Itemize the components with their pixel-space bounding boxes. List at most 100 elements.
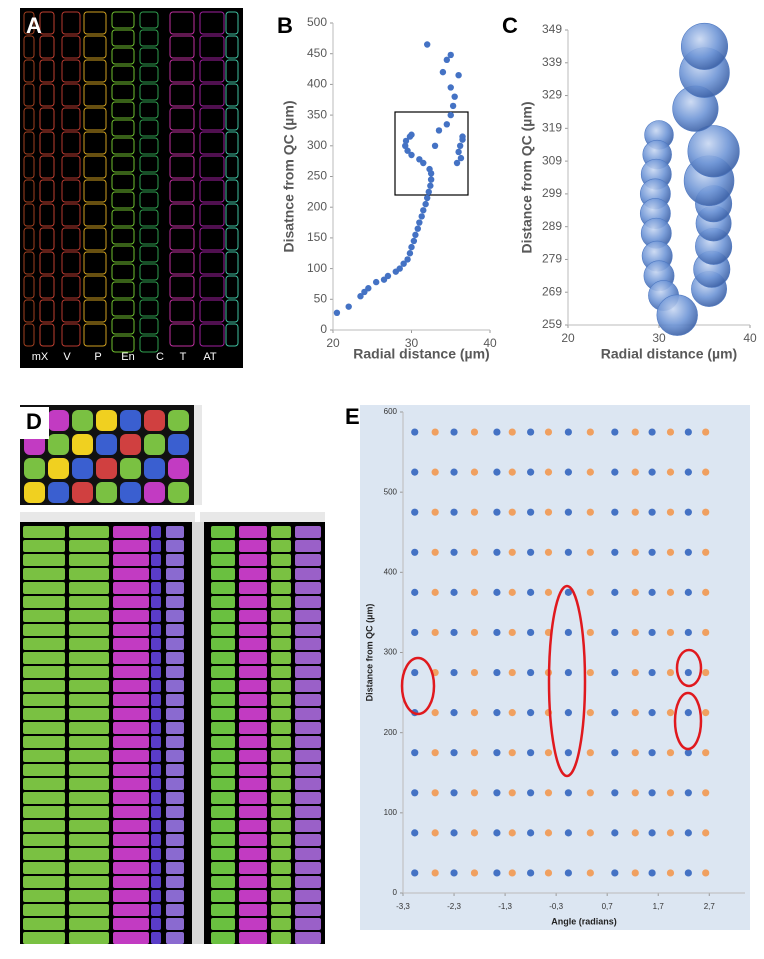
cell bbox=[151, 862, 161, 874]
panel-label: B bbox=[277, 13, 293, 38]
point bbox=[424, 194, 431, 202]
highlight-ellipse bbox=[675, 648, 703, 688]
cell-outline bbox=[111, 281, 135, 299]
point bbox=[702, 869, 710, 877]
cell bbox=[168, 410, 189, 431]
cell bbox=[113, 582, 149, 594]
cell-outline bbox=[111, 227, 135, 245]
cell-outline bbox=[169, 275, 195, 299]
cell bbox=[295, 862, 321, 874]
point bbox=[431, 628, 439, 637]
cell bbox=[239, 666, 267, 678]
cell bbox=[239, 694, 267, 706]
highlight-ellipse bbox=[547, 584, 587, 778]
point bbox=[702, 428, 710, 436]
cell bbox=[23, 526, 65, 538]
cell bbox=[113, 806, 149, 818]
cell bbox=[295, 568, 321, 580]
cell bbox=[211, 638, 235, 650]
cell bbox=[23, 932, 65, 944]
cell-outline bbox=[225, 59, 239, 83]
cell-outline bbox=[61, 131, 81, 155]
point bbox=[400, 260, 407, 267]
point bbox=[414, 225, 421, 232]
cell bbox=[295, 526, 321, 538]
cell-outline bbox=[225, 11, 239, 35]
bubble bbox=[656, 294, 698, 336]
point bbox=[666, 749, 675, 757]
cell bbox=[271, 568, 291, 580]
y-tick-label: 259 bbox=[542, 317, 562, 331]
cell bbox=[239, 568, 267, 580]
point bbox=[611, 789, 619, 797]
cell bbox=[120, 482, 141, 503]
cell bbox=[69, 652, 109, 664]
point bbox=[493, 628, 501, 637]
cell bbox=[211, 876, 235, 888]
point bbox=[631, 709, 639, 717]
point bbox=[527, 869, 535, 877]
point bbox=[453, 159, 461, 167]
cell bbox=[166, 848, 184, 860]
cell bbox=[295, 904, 321, 916]
zoom-box bbox=[394, 111, 469, 196]
point bbox=[418, 213, 425, 220]
cell bbox=[166, 764, 184, 776]
panel-label: C bbox=[502, 13, 518, 38]
cell bbox=[69, 582, 109, 594]
cell-outline bbox=[61, 155, 81, 179]
cell bbox=[239, 848, 267, 860]
point bbox=[666, 829, 675, 837]
cell bbox=[295, 582, 321, 594]
cell-outline bbox=[23, 131, 35, 155]
point bbox=[450, 829, 458, 837]
point bbox=[648, 789, 656, 797]
point bbox=[402, 142, 409, 149]
cell-outline bbox=[39, 323, 55, 347]
cell-outline bbox=[139, 317, 159, 335]
cell-outline bbox=[225, 323, 239, 347]
cell-outline bbox=[61, 35, 81, 59]
cell-outline bbox=[39, 35, 55, 59]
cell bbox=[271, 904, 291, 916]
cell bbox=[69, 666, 109, 678]
point bbox=[611, 869, 619, 877]
cell-outline bbox=[169, 59, 195, 83]
point bbox=[431, 548, 439, 556]
cell bbox=[271, 890, 291, 902]
cell bbox=[23, 764, 65, 776]
cell bbox=[211, 750, 235, 762]
cell-outline bbox=[83, 323, 107, 347]
point bbox=[684, 628, 692, 637]
cell bbox=[69, 554, 109, 566]
cell bbox=[239, 540, 267, 552]
point bbox=[396, 265, 403, 272]
point bbox=[611, 829, 619, 837]
cell-type-label: T bbox=[180, 351, 187, 363]
cell bbox=[24, 458, 45, 479]
cell bbox=[113, 778, 149, 790]
cell bbox=[211, 582, 235, 594]
cell bbox=[239, 582, 267, 594]
point bbox=[586, 428, 594, 436]
cell-outline bbox=[39, 131, 55, 155]
cell-outline bbox=[199, 59, 225, 83]
cell-outline bbox=[23, 83, 35, 107]
cell bbox=[24, 434, 45, 455]
point bbox=[702, 508, 710, 516]
point bbox=[450, 588, 458, 596]
point bbox=[411, 468, 419, 476]
cell bbox=[211, 778, 235, 790]
cell bbox=[151, 722, 161, 734]
cell bbox=[113, 554, 149, 566]
cell bbox=[239, 680, 267, 692]
cell bbox=[113, 624, 149, 636]
point bbox=[508, 588, 516, 596]
cell bbox=[166, 820, 184, 832]
cell bbox=[72, 410, 93, 431]
cell bbox=[295, 708, 321, 720]
cell bbox=[239, 596, 267, 608]
cell-outline bbox=[139, 119, 159, 137]
cell bbox=[151, 820, 161, 832]
cell-outline bbox=[169, 107, 195, 131]
